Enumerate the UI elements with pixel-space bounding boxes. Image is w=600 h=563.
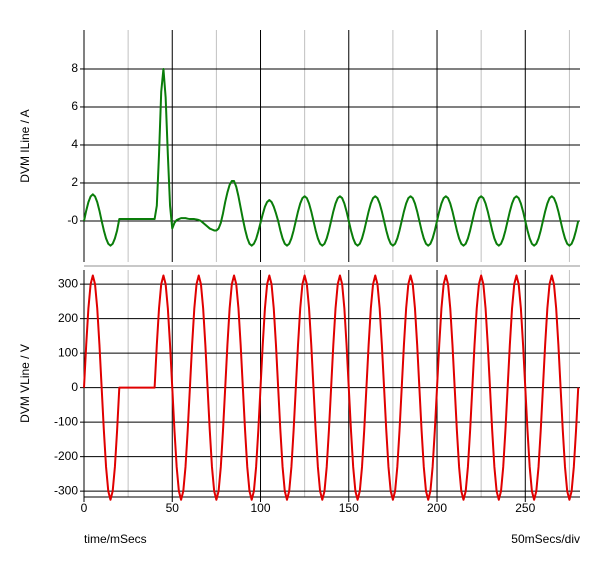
y-tick-label: -100 — [54, 414, 78, 428]
y-tick-label: 0 — [71, 380, 78, 394]
line — [83, 67, 580, 247]
x-axis-label: time/mSecs — [84, 532, 147, 546]
y-tick-label: 300 — [58, 276, 78, 290]
y-tick-label: 6 — [71, 99, 78, 113]
x-tick-label: 100 — [250, 501, 270, 515]
annotation: 50mSecs/div — [511, 532, 580, 546]
y-tick-label: 8 — [71, 61, 78, 75]
x-tick-label: 200 — [427, 501, 447, 515]
y-tick-label: 200 — [58, 311, 78, 325]
line — [83, 274, 580, 501]
y-tick-label: -0 — [67, 213, 78, 227]
x-tick-label: 150 — [339, 501, 359, 515]
x-tick-label: 250 — [515, 501, 535, 515]
y-axis-label: DVM VLine / V — [18, 344, 32, 423]
y-tick-label: -200 — [54, 449, 78, 463]
y-axis-label: DVM ILine / A — [18, 109, 32, 182]
y-tick-label: 4 — [71, 137, 78, 151]
x-tick-label: 50 — [166, 501, 180, 515]
x-tick-label: 0 — [81, 501, 88, 515]
y-tick-label: -300 — [54, 483, 78, 497]
y-tick-label: 100 — [58, 345, 78, 359]
y-tick-label: 2 — [71, 175, 78, 189]
